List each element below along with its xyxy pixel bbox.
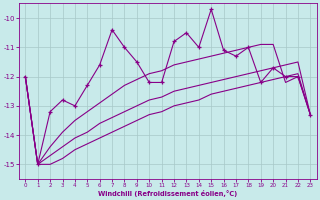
X-axis label: Windchill (Refroidissement éolien,°C): Windchill (Refroidissement éolien,°C) bbox=[98, 190, 237, 197]
